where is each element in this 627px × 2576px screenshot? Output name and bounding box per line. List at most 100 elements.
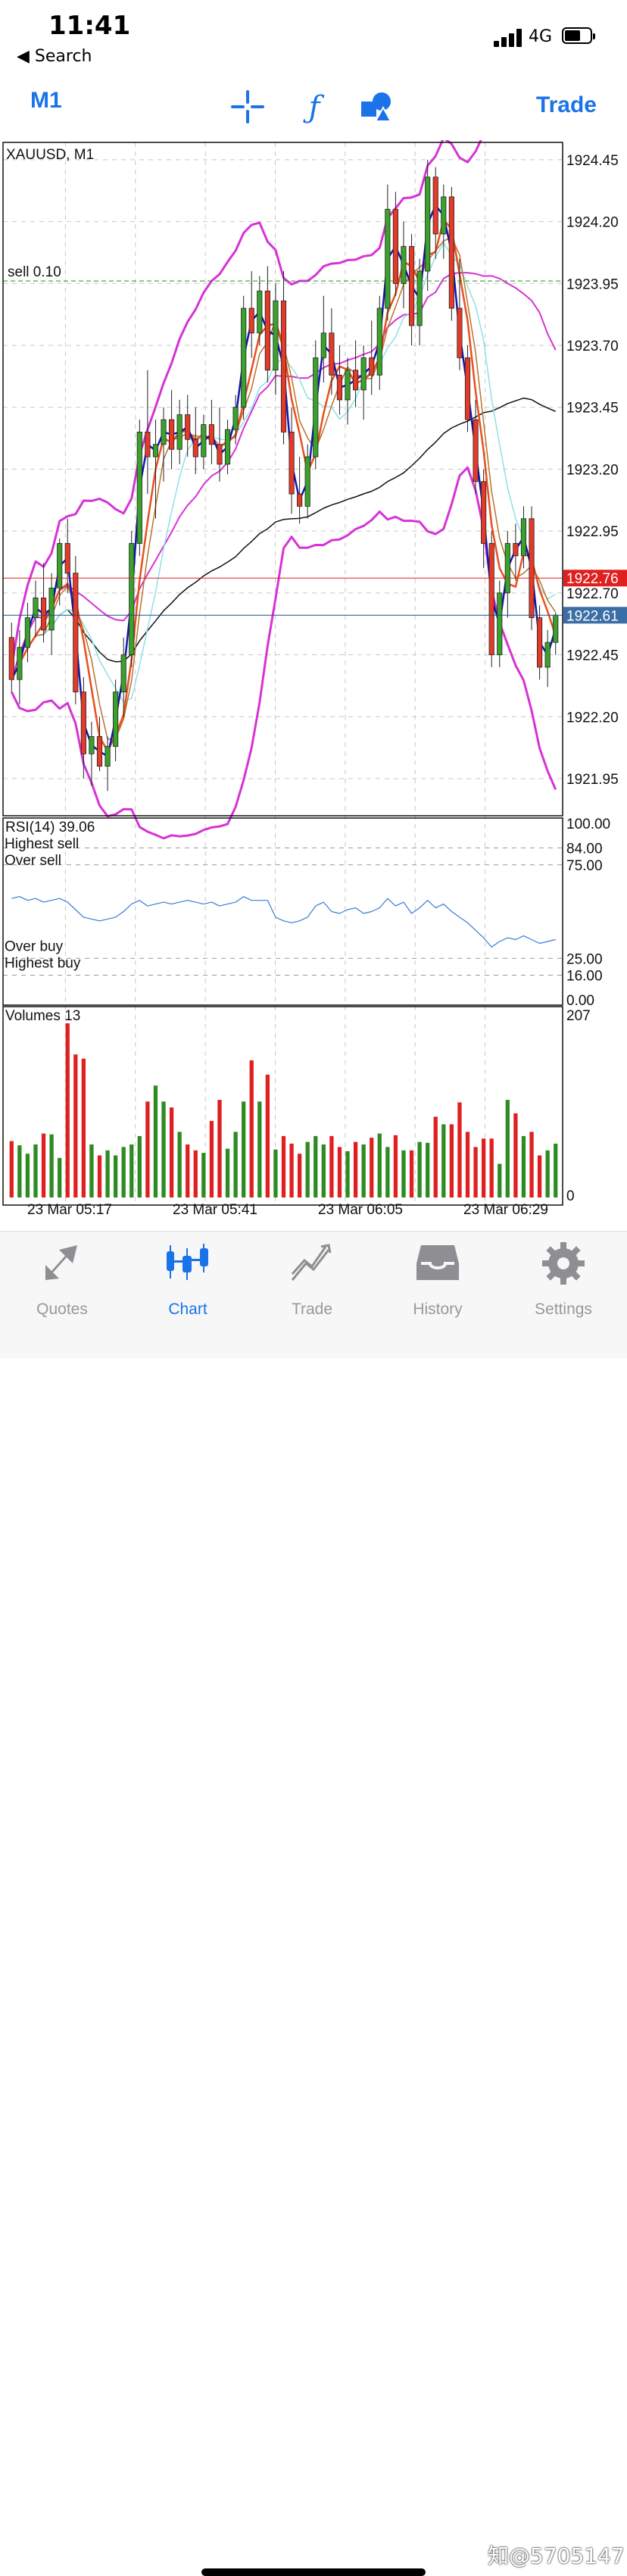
- crosshair-icon[interactable]: [230, 89, 265, 124]
- tab-trade[interactable]: Trade: [267, 1241, 357, 1319]
- tab-history[interactable]: History: [392, 1241, 483, 1319]
- bear-candle: [369, 357, 375, 376]
- bull-candle: [24, 617, 30, 648]
- volume-bar-up: [225, 1148, 230, 1197]
- volume-bar-up: [105, 1150, 110, 1197]
- bear-candle: [336, 374, 343, 401]
- bull-candle: [257, 290, 263, 334]
- volume-bar-down: [297, 1154, 302, 1197]
- bear-candle: [297, 493, 303, 507]
- volume-bar-up: [305, 1141, 310, 1197]
- bull-candle: [241, 308, 247, 408]
- price-tick-label: 1923.20: [566, 462, 619, 478]
- panel-border: [2, 142, 563, 817]
- volume-bar-down: [41, 1133, 46, 1197]
- volume-bar-up: [49, 1134, 54, 1197]
- volume-bar-down: [353, 1141, 358, 1197]
- volume-bar-up: [89, 1144, 94, 1197]
- timeframe-button[interactable]: M1: [30, 88, 62, 113]
- svg-text:ƒ: ƒ: [303, 90, 325, 124]
- home-indicator: [201, 2568, 426, 2576]
- bull-candle: [416, 270, 423, 326]
- volume-bar-up: [273, 1149, 278, 1197]
- rsi-panel: [3, 848, 563, 976]
- bull-candle: [273, 300, 279, 371]
- bear-candle: [448, 196, 454, 309]
- rsi-level-label: Over sell: [5, 853, 61, 869]
- bear-candle: [64, 543, 70, 574]
- tab-quotes[interactable]: Quotes: [17, 1241, 108, 1319]
- chart-labels: 1924.45 1924.20 1923.95 1923.70 1923.45 1923.…: [5, 147, 619, 1216]
- trade-icon: [291, 1244, 332, 1281]
- price-tick-label: 1924.45: [566, 153, 619, 169]
- bull-candle: [48, 587, 55, 631]
- volume-bar-up: [233, 1132, 238, 1197]
- price-tick-label: 1922.20: [566, 710, 619, 726]
- bear-candle: [432, 176, 438, 235]
- chart-canvas[interactable]: 1922.76 1922.61 1924.45 1924.20 1923.95 1923…: [0, 140, 627, 1216]
- bull-candle: [504, 543, 510, 594]
- bull-candle: [544, 642, 551, 668]
- back-to-search-link[interactable]: ◀ Search: [17, 47, 92, 66]
- volume-bar-down: [409, 1150, 414, 1197]
- price-tick-label: 1922.95: [566, 524, 619, 540]
- indicators-icon[interactable]: ƒ: [297, 89, 332, 124]
- bid-price-label: 1922.61: [566, 608, 619, 624]
- price-tick-label: 1921.95: [566, 772, 619, 788]
- volume-bars: [9, 1023, 558, 1197]
- watermark: 知@5705147: [488, 2543, 625, 2568]
- volume-bar-up: [113, 1155, 118, 1197]
- bear-candle: [185, 414, 191, 440]
- volume-bar-down: [65, 1023, 70, 1197]
- bear-candle: [329, 333, 335, 376]
- time-axis-label: 23 Mar 06:05: [318, 1202, 403, 1216]
- volume-bar-up: [554, 1143, 558, 1197]
- time-axis-label: 23 Mar 05:17: [27, 1202, 112, 1216]
- volume-bar-up: [441, 1124, 446, 1197]
- bollinger-lower-line: [10, 466, 557, 840]
- rsi-level-label: Highest buy: [5, 955, 81, 971]
- time-axis-label: 23 Mar 05:41: [173, 1202, 257, 1216]
- volume-bar-down: [489, 1138, 494, 1197]
- quotes-icon: [45, 1245, 77, 1280]
- volume-bar-down: [97, 1155, 102, 1197]
- clock: 11:41: [48, 11, 131, 41]
- ask-price-label: 1922.76: [566, 571, 619, 587]
- battery-icon: [562, 27, 595, 44]
- bull-candle: [425, 176, 431, 272]
- volume-bar-up: [137, 1135, 142, 1197]
- rsi-label: RSI(14) 39.06: [5, 820, 95, 835]
- bull-candle: [113, 692, 119, 747]
- bear-candle: [8, 637, 14, 680]
- bull-candle: [304, 456, 310, 507]
- volume-bar-down: [169, 1107, 174, 1197]
- price-tick-label: 1923.70: [566, 339, 619, 354]
- volume-bar-up: [426, 1142, 430, 1197]
- tab-chart[interactable]: Chart: [142, 1241, 233, 1319]
- symbol-label: XAUUSD, M1: [6, 147, 94, 163]
- volume-bar-up: [498, 1163, 502, 1197]
- volume-bar-down: [9, 1141, 14, 1197]
- time-axis-label: 23 Mar 06:29: [463, 1202, 548, 1216]
- bull-candle: [161, 419, 167, 445]
- bear-candle: [392, 208, 398, 284]
- volume-bar-down: [217, 1100, 222, 1197]
- price-tick-label: 1922.45: [566, 648, 619, 664]
- price-chart[interactable]: 1922.76 1922.61 1924.45 1924.20 1923.95 1923…: [0, 140, 627, 1216]
- bear-candle: [488, 543, 494, 655]
- volume-bar-down: [329, 1135, 334, 1197]
- bull-candle: [224, 429, 231, 465]
- candles: [8, 159, 559, 792]
- bear-candle: [264, 290, 270, 371]
- objects-icon[interactable]: [359, 89, 394, 124]
- volume-bar-down: [193, 1150, 198, 1197]
- rsi-tick-label: 100.00: [566, 817, 610, 832]
- volume-bar-up: [242, 1101, 246, 1197]
- volume-bar-up: [33, 1144, 38, 1197]
- volume-bar-down: [81, 1058, 86, 1197]
- tab-settings[interactable]: Settings: [518, 1241, 609, 1319]
- rsi-tick-label: 0.00: [566, 993, 594, 1009]
- trade-button[interactable]: Trade: [535, 92, 597, 117]
- bear-candle: [73, 573, 79, 692]
- volume-bar-down: [186, 1144, 190, 1197]
